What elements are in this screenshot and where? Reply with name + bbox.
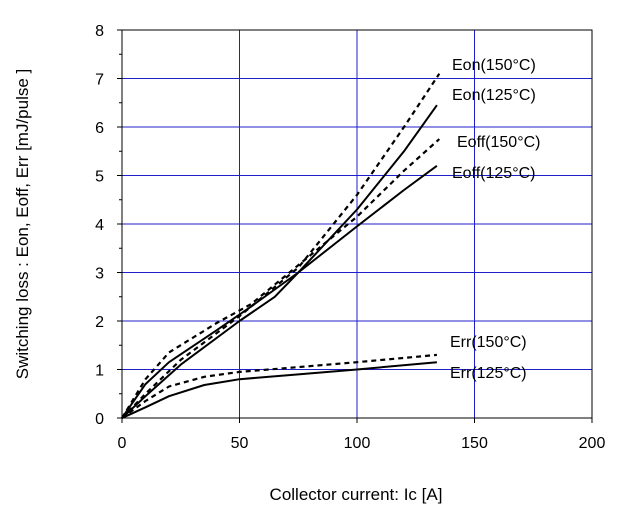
x-tick-label: 50 bbox=[231, 435, 249, 452]
y-tick-label: 6 bbox=[95, 120, 104, 137]
series-line-err-150-c bbox=[121, 353, 438, 419]
axis-ticks: 0 50 100 150 200 0 1 2 3 4 5 6 7 8 bbox=[95, 23, 605, 452]
y-tick-label: 8 bbox=[95, 23, 104, 40]
y-tick-label: 5 bbox=[95, 169, 104, 186]
series-line-err-125-c bbox=[121, 361, 437, 419]
series-label-err-125-c: Err(125°C) bbox=[450, 365, 527, 382]
x-tick-label: 0 bbox=[118, 435, 127, 452]
series-lines bbox=[121, 73, 441, 419]
y-tick-label: 1 bbox=[95, 363, 104, 380]
series-label-eoff-125-c: Eoff(125°C) bbox=[452, 165, 535, 182]
series-label-err-150-c: Err(150°C) bbox=[450, 334, 527, 351]
x-tick-label: 200 bbox=[579, 435, 606, 452]
y-tick-label: 2 bbox=[95, 314, 104, 331]
x-tick-label: 100 bbox=[344, 435, 371, 452]
x-axis-title: Collector current: Ic [A] bbox=[270, 485, 443, 504]
y-tick-label: 0 bbox=[95, 411, 104, 428]
series-labels: Eon(150°C) Eon(125°C) Eoff(150°C) Eoff(125°… bbox=[450, 57, 540, 382]
series-label-eoff-150-c: Eoff(150°C) bbox=[457, 134, 540, 151]
y-tick-label: 7 bbox=[95, 72, 104, 89]
y-tick-label: 3 bbox=[95, 266, 104, 283]
y-axis-title: Switching loss : Eon, Eoff, Err [mJ/puls… bbox=[13, 69, 32, 380]
series-line-eoff-150-c bbox=[121, 138, 441, 419]
series-line-eon-125-c bbox=[121, 104, 438, 419]
x-tick-label: 150 bbox=[461, 435, 488, 452]
series-line-eoff-125-c bbox=[121, 164, 438, 419]
series-label-eon-150-c: Eon(150°C) bbox=[452, 57, 536, 74]
series-label-eon-125-c: Eon(125°C) bbox=[452, 87, 536, 104]
y-tick-label: 4 bbox=[95, 217, 104, 234]
